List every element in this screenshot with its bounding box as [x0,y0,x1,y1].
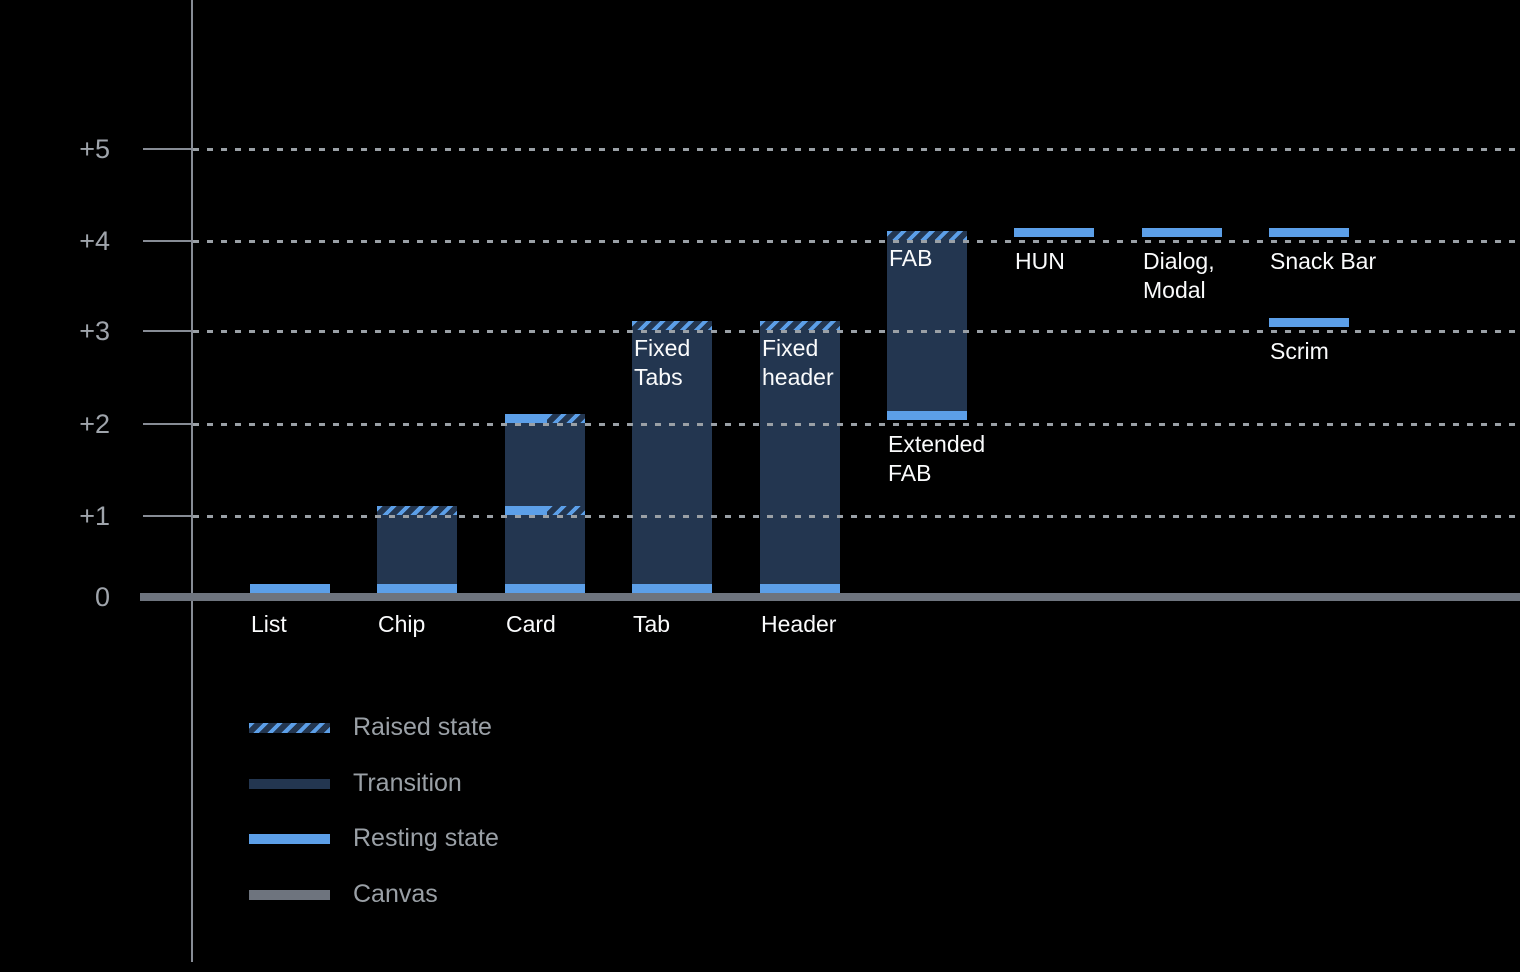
item-label-hun: HUN [1015,248,1065,274]
y-tick-5 [143,148,192,150]
inner-label-tab: Fixed Tabs [634,335,691,390]
band-header-l0-resting [760,584,840,593]
inner-label-fab: FAB [889,245,933,271]
canvas-baseline [140,593,1520,601]
band-dialog-modal-l4-resting [1142,228,1222,237]
y-tick-label-1: +1 [79,501,110,531]
band-list-l0-resting [250,584,330,593]
band-fab-l2-resting [887,411,967,420]
axis-label-tab: Tab [633,611,671,637]
bar-card-transition [505,414,585,593]
legend-swatch-canvas [249,890,330,900]
item-label-dialog-modal: Dialog, Modal [1143,248,1215,303]
gridline-5 [193,148,1520,151]
y-tick-1 [143,515,192,517]
band-header-l3-raised [760,321,840,330]
axis-label-card: Card [506,611,556,637]
legend-label-resting: Resting state [353,824,499,852]
legend-label-transition: Transition [353,769,462,797]
band-scrim-l3-resting [1269,318,1349,327]
y-tick-label-3: +3 [79,316,110,346]
legend-label-raised: Raised state [353,713,492,741]
item-label-fab: Extended FAB [888,431,986,486]
axis-label-list: List [251,611,287,637]
bar-tab-transition [632,321,712,593]
band-card-l1-resting [505,506,547,515]
band-card-l2-raised [547,414,585,423]
gridline-3 [193,330,1520,333]
legend-label-canvas: Canvas [353,880,438,908]
y-tick-4 [143,240,192,242]
legend-swatch-resting [249,834,330,844]
y-tick-label-5: +5 [79,134,110,164]
band-tab-l3-raised [632,321,712,330]
gridline-1 [193,515,1520,518]
y-tick-2 [143,423,192,425]
y-axis-line [191,0,193,962]
y-tick-3 [143,330,192,332]
band-card-l1-raised [547,506,585,515]
bar-chip-transition [377,506,457,593]
item-label-scrim: Scrim [1270,338,1329,364]
y-tick-label-4: +4 [79,226,110,256]
y-tick-label-0: 0 [94,582,110,612]
gridline-2 [193,423,1520,426]
legend-swatch-raised [249,723,330,733]
bar-header-transition [760,321,840,593]
band-chip-l0-resting [377,584,457,593]
item-label-snack-bar: Snack Bar [1270,248,1377,274]
axis-label-header: Header [761,611,837,637]
y-tick-label-2: +2 [79,409,110,439]
band-card-l0-resting [505,584,585,593]
band-tab-l0-resting [632,584,712,593]
band-fab-l4-raised [887,231,967,240]
band-snack-bar-l4-resting [1269,228,1349,237]
inner-label-header: Fixed header [762,335,834,390]
axis-label-chip: Chip [378,611,426,637]
bar-fab-transition [887,231,967,420]
legend-swatch-transition [249,779,330,789]
gridline-4 [193,240,1520,243]
band-card-l2-resting [505,414,547,423]
band-hun-l4-resting [1014,228,1094,237]
band-chip-l1-raised [377,506,457,515]
